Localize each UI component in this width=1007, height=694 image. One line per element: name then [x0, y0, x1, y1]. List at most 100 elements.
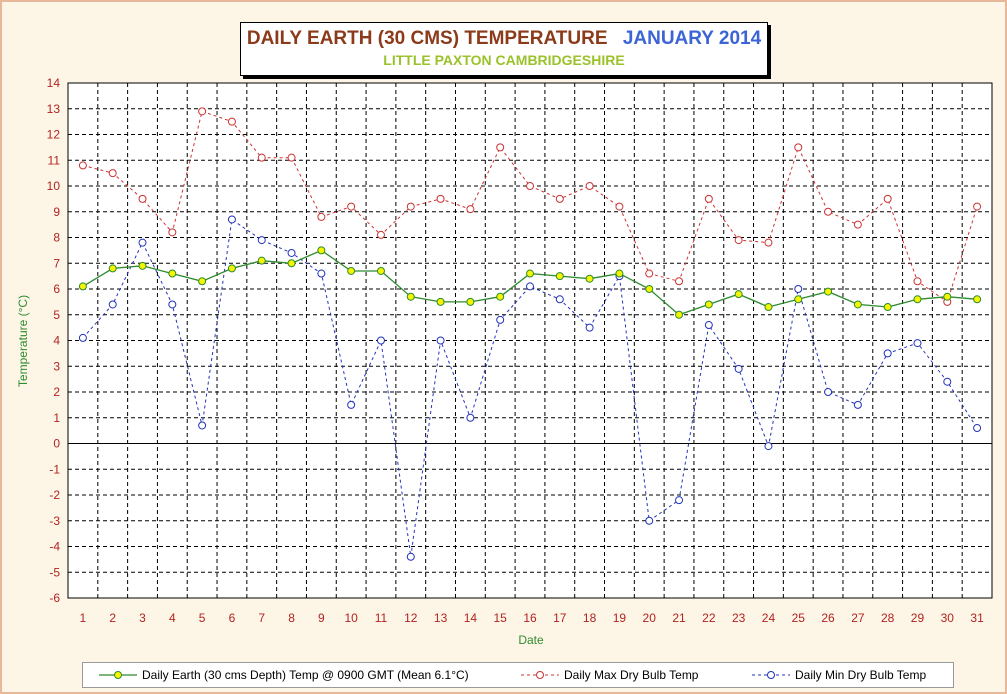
point-earth — [853, 300, 862, 309]
point-max — [585, 182, 594, 190]
title-box: DAILY EARTH (30 CMS) TEMPERATURE JANUARY… — [240, 22, 768, 76]
y-tick-label: 5 — [53, 308, 60, 322]
point-earth — [675, 310, 684, 319]
legend-item-max: Daily Max Dry Bulb Temp — [519, 667, 729, 683]
x-tick-label: 4 — [169, 611, 176, 625]
legend-label-max: Daily Max Dry Bulb Temp — [564, 668, 699, 682]
point-max — [347, 202, 356, 211]
point-min — [168, 300, 177, 309]
point-max — [913, 277, 922, 286]
x-tick-label: 24 — [762, 611, 776, 625]
point-max — [317, 212, 326, 221]
x-tick-label: 26 — [821, 611, 835, 625]
x-tick-label: 27 — [851, 611, 865, 625]
x-tick-label: 5 — [199, 611, 206, 625]
x-axis-label: Date — [518, 633, 544, 647]
point-min — [376, 336, 385, 345]
point-earth — [794, 295, 803, 304]
point-max — [257, 153, 266, 162]
point-min — [347, 400, 356, 409]
y-tick-label: 3 — [53, 359, 60, 373]
point-min — [287, 248, 296, 257]
point-min — [794, 285, 803, 293]
x-tick-label: 17 — [553, 611, 567, 625]
x-tick-label: 31 — [970, 611, 984, 625]
point-earth — [466, 297, 475, 306]
x-tick-label: 2 — [109, 611, 116, 625]
point-max — [287, 153, 296, 162]
y-tick-label: 12 — [47, 128, 61, 142]
point-min — [227, 215, 236, 224]
y-tick-label: 10 — [47, 179, 61, 193]
x-tick-labels: 1 2 3 4 5 6 7 8 9 10 11 12 13 14 15 16 17 18 19 20 21 22 23 24 2… — [80, 611, 985, 625]
y-tick-label: 4 — [53, 334, 60, 348]
point-min — [645, 516, 654, 525]
x-tick-label: 6 — [229, 611, 236, 625]
point-min — [138, 238, 147, 247]
y-tick-label: 8 — [53, 231, 60, 245]
y-tick-label: -3 — [49, 514, 60, 528]
series-max — [78, 107, 982, 306]
point-max — [973, 202, 982, 211]
point-max — [168, 228, 177, 237]
y-tick-label: -2 — [49, 488, 60, 502]
x-tick-label: 29 — [911, 611, 925, 625]
x-tick-label: 16 — [523, 611, 537, 625]
y-tick-label: 11 — [48, 153, 61, 167]
point-max — [615, 202, 624, 211]
y-tick-label: 0 — [53, 437, 60, 451]
x-tick-label: 20 — [643, 611, 657, 625]
point-min — [675, 496, 684, 505]
x-tick-label: 14 — [464, 611, 478, 625]
point-min — [78, 333, 87, 342]
point-earth — [943, 292, 952, 301]
point-earth — [406, 292, 415, 301]
x-tick-label: 23 — [732, 611, 746, 625]
y-tick-label: 2 — [53, 385, 60, 399]
point-min — [883, 349, 892, 358]
grid — [67, 82, 993, 599]
legend: Daily Earth (30 cms Depth) Temp @ 0900 G… — [82, 662, 954, 688]
point-min — [406, 552, 415, 561]
point-earth — [376, 266, 385, 275]
point-max — [108, 169, 117, 178]
point-max — [466, 205, 475, 214]
chart-title: DAILY EARTH (30 CMS) TEMPERATURE — [246, 28, 608, 49]
point-earth — [317, 246, 326, 255]
legend-swatch-earth — [99, 671, 137, 679]
point-min — [526, 282, 534, 291]
point-max — [764, 238, 773, 247]
point-max — [526, 182, 534, 190]
x-tick-label: 21 — [672, 611, 686, 625]
point-earth — [108, 264, 117, 273]
y-axis-label: Temperature (°C) — [16, 295, 30, 387]
point-earth — [585, 274, 594, 283]
point-min — [943, 377, 952, 386]
y-tick-label: -4 — [49, 540, 60, 554]
point-max — [883, 194, 892, 203]
x-tick-label: 19 — [613, 611, 627, 625]
point-min — [466, 413, 475, 422]
point-earth — [645, 285, 654, 293]
x-tick-label: 13 — [434, 611, 448, 625]
point-max — [794, 143, 803, 152]
x-tick-label: 1 — [80, 611, 87, 625]
y-tick-label: -6 — [49, 591, 60, 605]
point-earth — [287, 259, 296, 268]
chart-date: JANUARY 2014 — [622, 28, 762, 49]
point-max — [78, 161, 87, 170]
y-tick-label: -5 — [49, 565, 60, 579]
point-max — [436, 194, 445, 203]
y-tick-label: 9 — [53, 205, 60, 219]
point-min — [824, 388, 833, 396]
chart-subtitle: LITTLE PAXTON CAMBRIDGESHIRE — [383, 52, 625, 68]
point-max — [227, 117, 236, 126]
x-tick-label: 15 — [494, 611, 508, 625]
y-tick-label: 1 — [53, 411, 60, 425]
point-earth — [734, 290, 743, 299]
title-line: DAILY EARTH (30 CMS) TEMPERATURE JANUARY… — [241, 28, 767, 50]
x-tick-label: 3 — [139, 611, 146, 625]
series-min — [78, 215, 982, 561]
x-tick-label: 7 — [258, 611, 265, 625]
